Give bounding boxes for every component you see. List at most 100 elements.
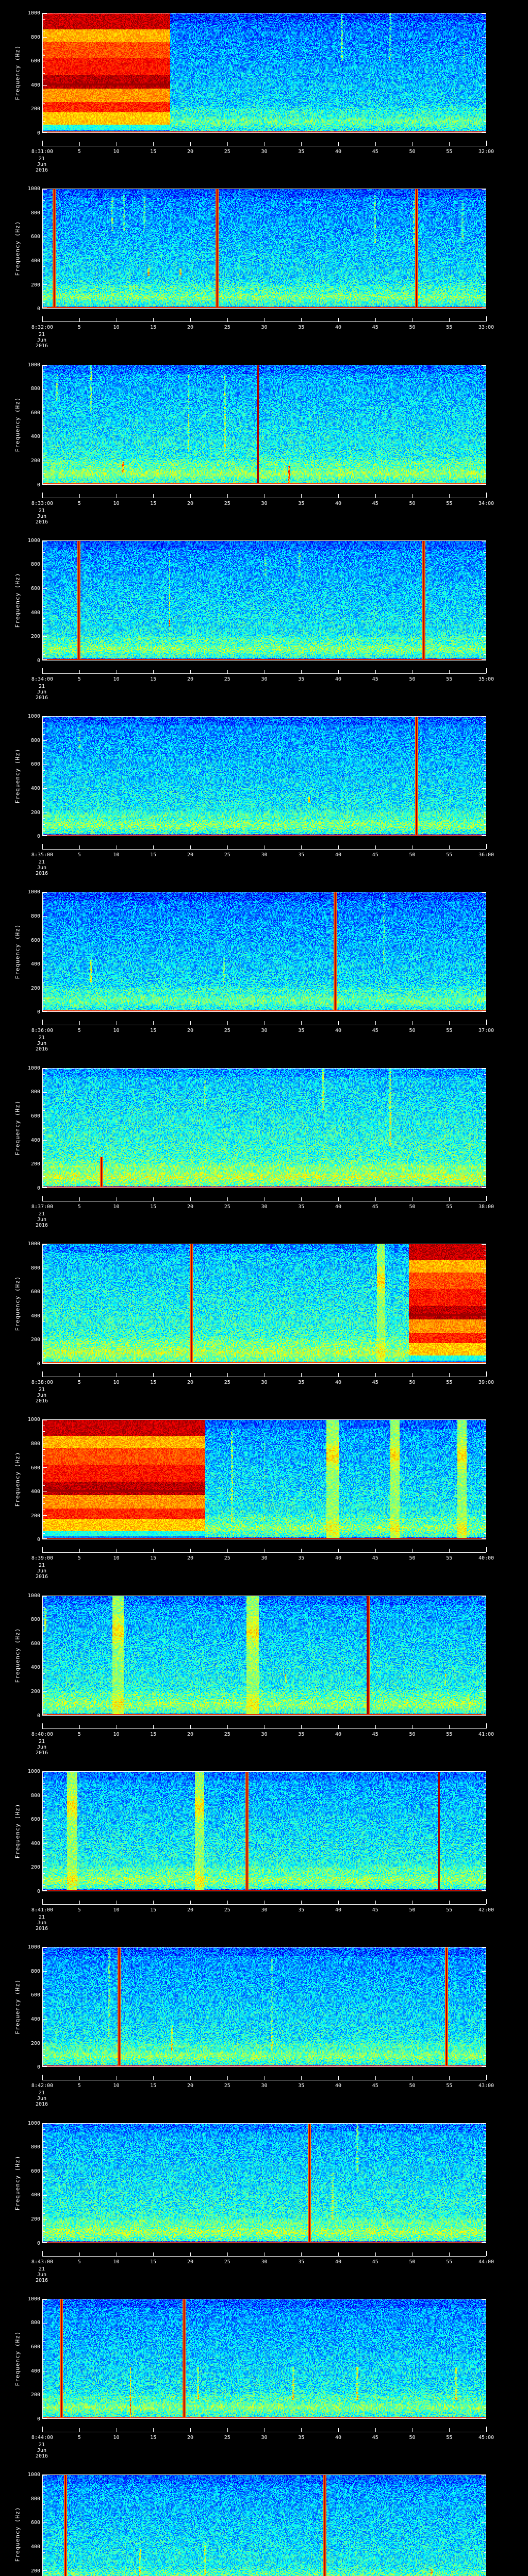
time-end-label: 32:00: [478, 149, 494, 155]
time-tick-label: 35: [298, 1380, 305, 1386]
y-tick-label: 800: [30, 1617, 40, 1623]
time-tick-label: 40: [335, 676, 342, 682]
time-tick-label: 15: [150, 325, 157, 331]
time-tick-label: 15: [150, 1380, 157, 1386]
date-month: Jun: [37, 2272, 47, 2278]
time-tick-label: 25: [224, 1028, 230, 1034]
y-axis-label: Frequency (Hz): [14, 748, 21, 804]
date-day: 21: [38, 1563, 45, 1569]
y-tick-label: 1000: [27, 1417, 40, 1423]
time-tick-label: 35: [298, 325, 305, 331]
time-tick-label: 10: [113, 1028, 120, 1034]
time-tick: [486, 1020, 487, 1025]
time-tick: [153, 494, 154, 498]
time-tick: [153, 1373, 154, 1377]
y-axis-label: Frequency (Hz): [14, 45, 21, 100]
time-tick: [190, 669, 191, 673]
time-tick-label: 40: [335, 1204, 342, 1210]
time-tick: [190, 1900, 191, 1904]
y-tick-label: 0: [37, 2240, 40, 2246]
time-tick: [486, 492, 487, 498]
time-tick-label: 45: [372, 852, 378, 858]
date-year: 2016: [35, 1046, 48, 1053]
time-tick: [375, 1900, 376, 1904]
date-year: 2016: [35, 871, 48, 877]
time-tick: [301, 2076, 302, 2080]
spectrogram-canvas: [42, 2475, 486, 2576]
time-tick-label: 20: [187, 2259, 194, 2265]
spectrogram-panel: Frequency (Hz) 0 200 400 600 800 1000 8:32:00 5 1…: [0, 176, 528, 352]
y-tick-label: 0: [37, 657, 40, 664]
y-tick-label: 600: [30, 586, 40, 592]
time-tick: [338, 1021, 339, 1025]
time-end-label: 44:00: [478, 2259, 494, 2265]
time-tick: [486, 1195, 487, 1201]
time-tick: [79, 2076, 80, 2080]
date-year: 2016: [35, 1398, 48, 1404]
time-tick: [42, 1371, 43, 1377]
time-tick-label: 20: [187, 1731, 194, 1737]
time-tick: [301, 1021, 302, 1025]
time-tick-label: 20: [187, 500, 194, 506]
y-tick-label: 400: [30, 609, 40, 616]
time-end-label: 33:00: [478, 325, 494, 331]
time-start-label: 8:40:00: [31, 1731, 54, 1737]
y-tick-label: 400: [30, 258, 40, 264]
time-tick-label: 5: [77, 1907, 81, 1913]
time-end-label: 42:00: [478, 1907, 494, 1913]
time-tick: [190, 318, 191, 322]
y-tick-label: 600: [30, 1640, 40, 1647]
y-tick-label: 1000: [27, 2472, 40, 2478]
time-tick: [301, 494, 302, 498]
y-tick-label: 200: [30, 2568, 40, 2574]
time-tick-label: 20: [187, 676, 194, 682]
time-tick-label: 20: [187, 1907, 194, 1913]
time-tick: [79, 494, 80, 498]
time-tick-label: 50: [409, 149, 416, 155]
y-tick-label: 600: [30, 1289, 40, 1295]
time-tick: [42, 844, 43, 850]
time-tick: [375, 2252, 376, 2256]
time-tick-label: 50: [409, 2259, 416, 2265]
time-tick: [375, 2428, 376, 2432]
y-tick-label: 0: [37, 1185, 40, 1191]
time-tick-label: 10: [113, 1380, 120, 1386]
y-tick-label: 200: [30, 106, 40, 112]
y-tick-label: 0: [37, 130, 40, 136]
spectrogram-panel: Frequency (Hz)020040060080010008:45:0051…: [0, 2462, 528, 2576]
time-tick: [79, 1197, 80, 1201]
time-tick-label: 50: [409, 2434, 416, 2441]
time-tick: [375, 1197, 376, 1201]
time-tick: [301, 2428, 302, 2432]
time-tick: [375, 1549, 376, 1553]
spectrogram-canvas: [42, 540, 486, 660]
time-tick: [190, 142, 191, 146]
time-tick-label: 25: [224, 2259, 230, 2265]
spectrogram-canvas: [42, 716, 486, 837]
y-tick-label: 800: [30, 2496, 40, 2502]
time-tick-label: 25: [224, 676, 230, 682]
time-end-label: 39:00: [478, 1380, 494, 1386]
time-tick-label: 25: [224, 1204, 230, 1210]
spectrogram-canvas: [42, 364, 486, 485]
time-tick: [79, 1021, 80, 1025]
time-tick: [486, 844, 487, 850]
time-tick: [42, 1547, 43, 1553]
y-tick-label: 0: [37, 482, 40, 488]
time-tick: [449, 1900, 450, 1904]
time-tick-label: 15: [150, 1731, 157, 1737]
time-tick-label: 20: [187, 1380, 194, 1386]
y-axis-label: Frequency (Hz): [14, 1628, 21, 1683]
spectrogram-panel: Frequency (Hz) 0 200 400 600 800 1000 8:34:00 5 1…: [0, 527, 528, 704]
time-end-label: 41:00: [478, 1731, 494, 1737]
y-tick-label: 400: [30, 2368, 40, 2374]
time-tick: [42, 2426, 43, 2432]
y-tick-label: 1000: [27, 1768, 40, 1774]
time-tick-label: 30: [261, 1380, 268, 1386]
y-tick-label: 400: [30, 961, 40, 968]
time-tick: [449, 2252, 450, 2256]
y-tick-label: 400: [30, 2544, 40, 2550]
time-tick-label: 55: [446, 2259, 453, 2265]
y-tick-label: 600: [30, 761, 40, 768]
time-tick-label: 45: [372, 676, 378, 682]
